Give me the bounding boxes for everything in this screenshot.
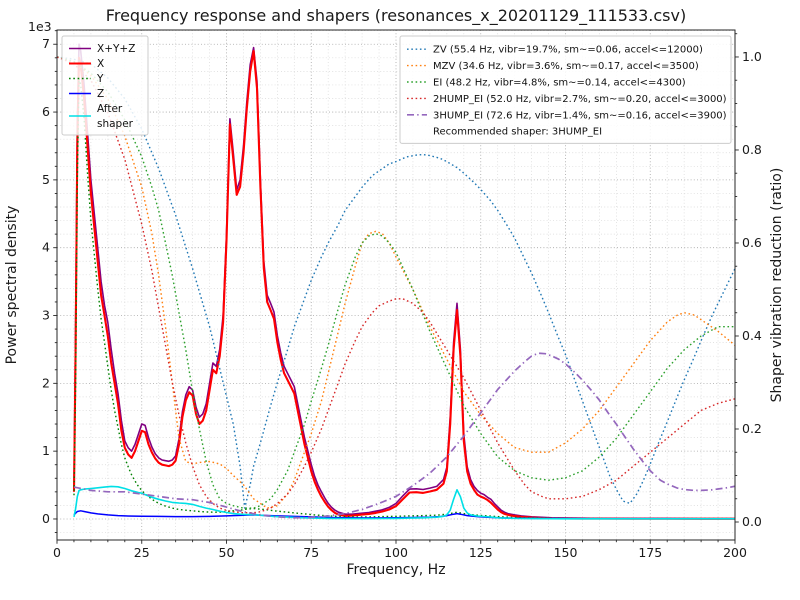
y-left-tick-label: 2 — [42, 375, 50, 390]
legend-label: 3HUMP_EI (72.6 Hz, vibr=1.4%, sm~=0.16, … — [433, 110, 727, 121]
chart-title: Frequency response and shapers (resonanc… — [105, 6, 687, 25]
legend-label: EI (48.2 Hz, vibr=4.8%, sm~=0.14, accel<… — [433, 78, 686, 89]
series-ei — [57, 56, 735, 509]
x-tick-label: 200 — [723, 545, 747, 560]
series-x — [72, 49, 735, 520]
x-tick-label: 100 — [384, 545, 408, 560]
legend-label: shaper — [97, 118, 134, 130]
legend-label: MZV (34.6 Hz, vibr=3.6%, sm~=0.17, accel… — [433, 61, 699, 72]
y-right-tick-label: 0.4 — [742, 328, 762, 343]
y-left-tick-label: 1 — [42, 443, 50, 458]
x-tick-label: 75 — [303, 545, 319, 560]
legend-label: ZV (55.4 Hz, vibr=19.7%, sm~=0.06, accel… — [433, 45, 703, 56]
series-2hump-ei — [57, 56, 735, 514]
y-left-tick-label: 6 — [42, 104, 50, 119]
legend-label: Z — [97, 88, 104, 100]
legend-label: X+Y+Z — [97, 43, 135, 55]
x-tick-label: 0 — [53, 545, 61, 560]
series-3hump-ei — [73, 352, 735, 519]
x-tick-label: 150 — [554, 545, 578, 560]
y-left-tick-label: 5 — [42, 172, 50, 187]
x-axis-label: Frequency, Hz — [346, 562, 446, 578]
series-group — [57, 43, 735, 520]
y-left-tick-label: 4 — [42, 240, 50, 255]
y-axis-right-label: Shaper vibration reduction (ratio) — [769, 167, 785, 403]
series-x-y-z — [73, 43, 735, 520]
x-tick-label: 25 — [134, 545, 150, 560]
y-right-tick-label: 0.2 — [742, 421, 762, 436]
series-zv — [57, 56, 735, 509]
y-left-tick-label: 3 — [42, 308, 50, 323]
legend-shapers-box — [399, 35, 732, 144]
y-axis-left-label: Power spectral density — [4, 205, 20, 365]
axis-ticks — [53, 30, 739, 544]
legend-psd-box — [61, 35, 149, 136]
y-left-tick-label: 7 — [42, 36, 50, 51]
legend-label: X — [97, 58, 104, 70]
legend-shapers: ZV (55.4 Hz, vibr=19.7%, sm~=0.06, accel… — [399, 35, 732, 144]
y-right-tick-label: 0.0 — [742, 514, 762, 529]
y-left-tick-label: 0 — [42, 511, 50, 526]
x-tick-label: 175 — [638, 545, 662, 560]
legend-psd: X+Y+Z XYZ After shaper — [61, 35, 149, 136]
y-axis-offset-text: 1e3 — [28, 19, 52, 34]
tick-labels: 0 25 50 75 100 125 150 175 200 0 1 2 3 4 5 6 7 0.0 0.2 0.4 0… — [42, 36, 762, 560]
y-right-tick-label: 0.8 — [742, 142, 762, 157]
legend-label: 2HUMP_EI (52.0 Hz, vibr=2.7%, sm~=0.20, … — [433, 94, 727, 105]
legend-label: Recommended shaper: 3HUMP_EI — [433, 127, 602, 138]
legend-label: Y — [96, 73, 104, 85]
x-tick-label: 125 — [469, 545, 493, 560]
series-mzv — [57, 56, 735, 509]
y-right-tick-label: 0.6 — [742, 235, 762, 250]
x-tick-label: 50 — [219, 545, 235, 560]
legend-label: After — [97, 103, 123, 115]
grid-major — [56, 30, 736, 540]
y-right-tick-label: 1.0 — [742, 49, 762, 64]
